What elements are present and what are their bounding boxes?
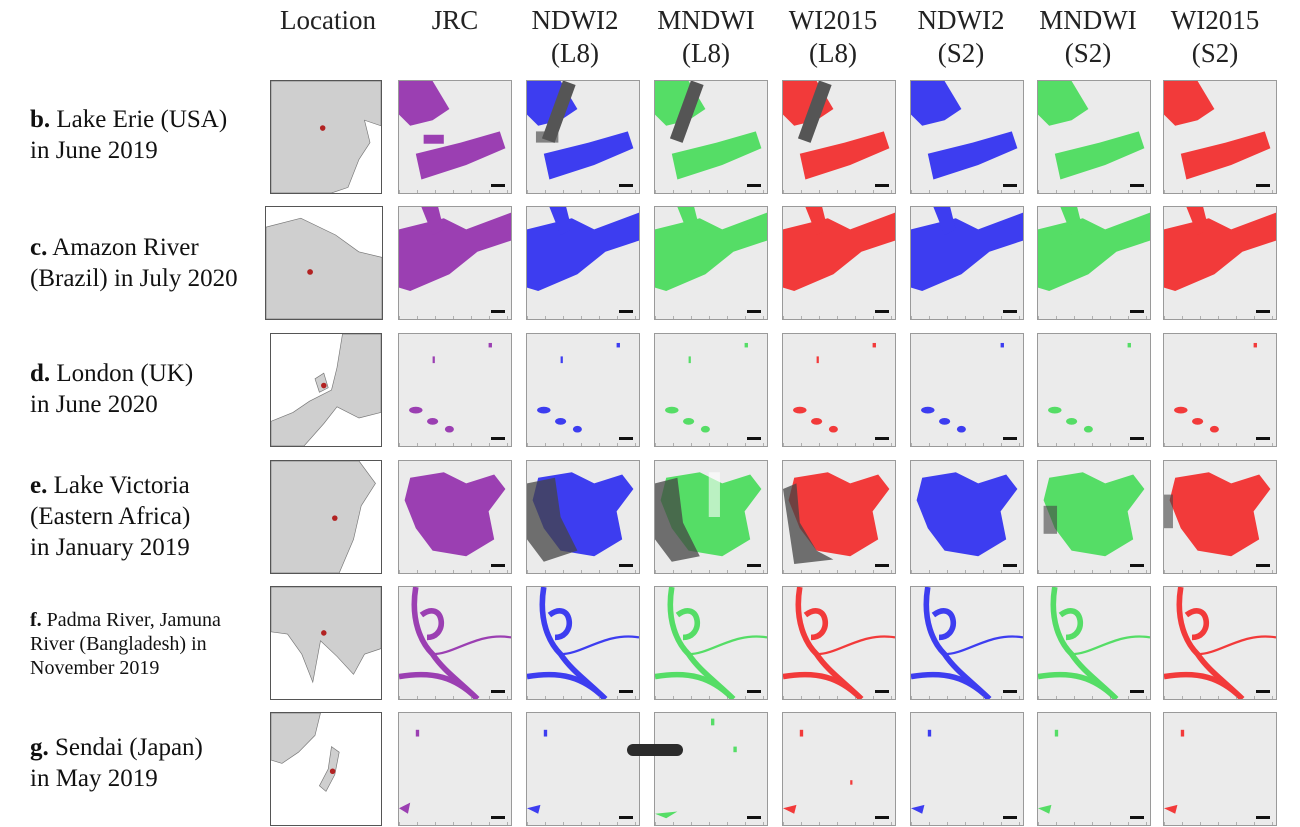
row-label-c: c. Amazon River (Brazil) in July 2020 [30, 234, 238, 292]
header-wi2015-l8: WI2015 (L8) [788, 5, 878, 68]
panel-e-ndwi2-l8 [526, 460, 640, 574]
location-map-c [265, 206, 383, 320]
panel-c-ndwi2-l8 [526, 206, 640, 320]
panel-b-wi2015-l8 [782, 80, 896, 194]
header-mndwi-l8: MNDWI (L8) [657, 5, 755, 68]
panel-b-ndwi2-l8 [526, 80, 640, 194]
panel-g-mndwi-s2 [1037, 712, 1151, 826]
panel-g-ndwi2-s2 [910, 712, 1024, 826]
panel-f-ndwi2-s2 [910, 586, 1024, 700]
panel-c-mndwi-l8 [654, 206, 768, 320]
panel-f-wi2015-l8 [782, 586, 896, 700]
location-map-d [270, 333, 382, 447]
panel-d-ndwi2-l8 [526, 333, 640, 447]
panel-f-wi2015-s2 [1163, 586, 1277, 700]
header-jrc: JRC [431, 5, 479, 35]
row-label-g: g. Sendai (Japan) in May 2019 [30, 734, 203, 792]
row-label-b: b. Lake Erie (USA) in June 2019 [30, 106, 228, 164]
panel-d-wi2015-s2 [1163, 333, 1277, 447]
location-map-g [270, 712, 382, 826]
panel-d-wi2015-l8 [782, 333, 896, 447]
panel-b-wi2015-s2 [1163, 80, 1277, 194]
row-label-e: e. Lake Victoria (Eastern Africa) in Janua… [30, 472, 191, 561]
header-ndwi2-l8: NDWI2 (L8) [531, 5, 619, 68]
panel-f-mndwi-l8 [654, 586, 768, 700]
panel-b-mndwi-l8 [654, 80, 768, 194]
header-wi2015-s2: WI2015 (S2) [1170, 5, 1260, 68]
location-map-e [270, 460, 382, 574]
panel-g-ndwi2-l8 [526, 712, 640, 826]
panel-d-ndwi2-s2 [910, 333, 1024, 447]
panel-c-jrc [398, 206, 512, 320]
header-mndwi-s2: MNDWI (S2) [1039, 5, 1137, 68]
panel-e-mndwi-l8 [654, 460, 768, 574]
panel-e-ndwi2-s2 [910, 460, 1024, 574]
drag-handle[interactable] [627, 744, 683, 756]
panel-e-wi2015-l8 [782, 460, 896, 574]
panel-e-wi2015-s2 [1163, 460, 1277, 574]
panel-d-mndwi-l8 [654, 333, 768, 447]
location-map-b [270, 80, 382, 194]
panel-f-jrc [398, 586, 512, 700]
row-label-f: f. Padma River, Jamuna River (Bangladesh)… [30, 609, 221, 679]
panel-e-jrc [398, 460, 512, 574]
panel-c-mndwi-s2 [1037, 206, 1151, 320]
panel-e-mndwi-s2 [1037, 460, 1151, 574]
panel-b-jrc [398, 80, 512, 194]
location-map-f [270, 586, 382, 700]
panel-f-mndwi-s2 [1037, 586, 1151, 700]
panel-c-wi2015-l8 [782, 206, 896, 320]
header-ndwi2-s2: NDWI2 (S2) [917, 5, 1005, 68]
panel-g-wi2015-s2 [1163, 712, 1277, 826]
panel-g-mndwi-l8 [654, 712, 768, 826]
panel-g-wi2015-l8 [782, 712, 896, 826]
panel-b-ndwi2-s2 [910, 80, 1024, 194]
panel-d-mndwi-s2 [1037, 333, 1151, 447]
panel-b-mndwi-s2 [1037, 80, 1151, 194]
header-location: Location [280, 5, 376, 35]
panel-g-jrc [398, 712, 512, 826]
panel-c-wi2015-s2 [1163, 206, 1277, 320]
row-label-d: d. London (UK) in June 2020 [30, 360, 194, 418]
panel-c-ndwi2-s2 [910, 206, 1024, 320]
panel-f-ndwi2-l8 [526, 586, 640, 700]
panel-d-jrc [398, 333, 512, 447]
